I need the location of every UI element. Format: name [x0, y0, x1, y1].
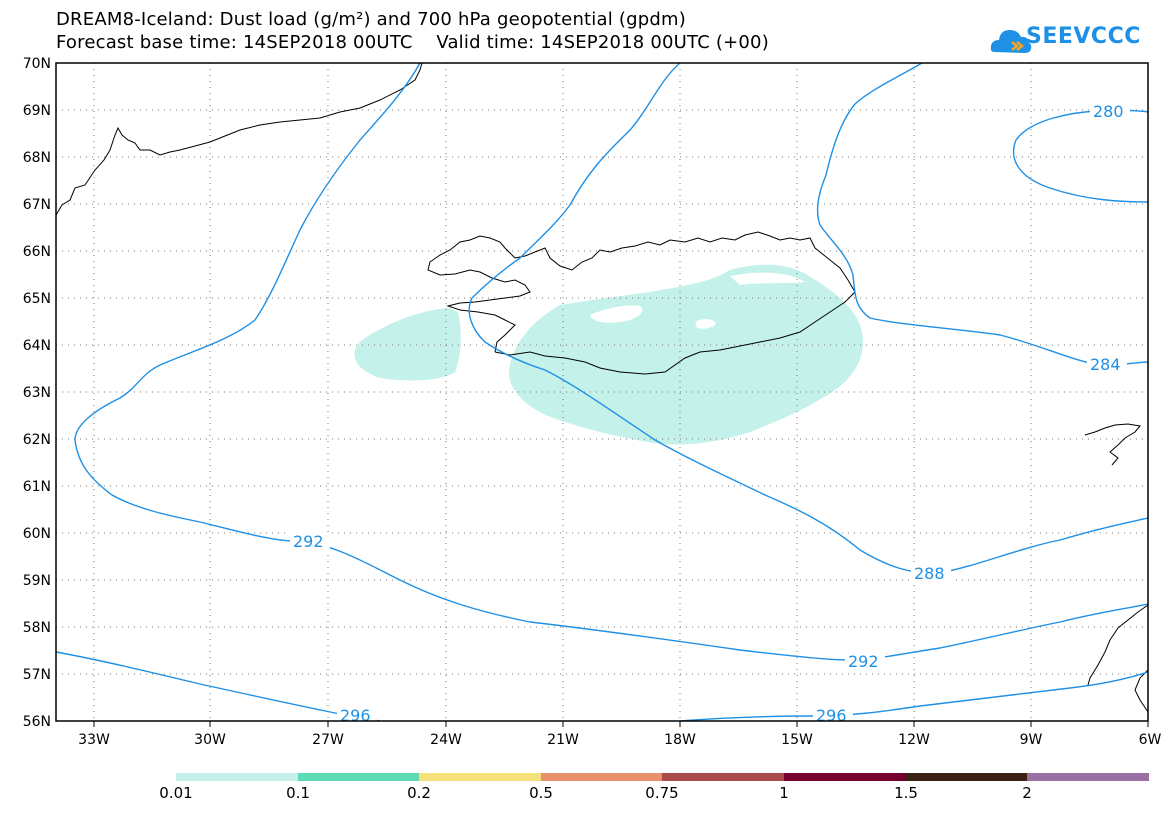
- colorbar-label: 0.2: [407, 784, 431, 802]
- colorbar-label: 2: [1022, 784, 1032, 802]
- contour-label-296-east: 296: [816, 706, 847, 725]
- coastlines: [55, 62, 1149, 713]
- lat-label: 58N: [23, 620, 51, 636]
- cloud-logo-icon: [990, 30, 1032, 53]
- contour-labels: 280 284 288 292 292 296 296: [290, 102, 1130, 725]
- contour-296: [55, 651, 381, 722]
- colorbar-segment: [784, 773, 906, 781]
- longitude-labels: 33W 30W 27W 24W 21W 18W 15W 12W 9W 6W: [78, 732, 1161, 748]
- faroe-coast: [1084, 423, 1141, 466]
- lat-label: 68N: [23, 150, 51, 166]
- lat-label: 67N: [23, 197, 51, 213]
- colorbar-segment: [662, 773, 784, 781]
- dust-area-west: [354, 308, 461, 381]
- dust-gap-1: [590, 305, 643, 323]
- iceland-coast: [427, 231, 856, 375]
- lat-label: 70N: [23, 56, 51, 72]
- colorbar-segment: [1027, 773, 1149, 781]
- lat-label: 56N: [23, 714, 51, 730]
- colorbar-segment: [541, 773, 662, 781]
- lat-label: 61N: [23, 479, 51, 495]
- colorbar-label: 1.5: [894, 784, 918, 802]
- lon-label: 27W: [312, 732, 344, 748]
- lon-label: 6W: [1139, 732, 1162, 748]
- contour-296-east: [679, 671, 1149, 722]
- lon-label: 21W: [547, 732, 579, 748]
- lat-label: 64N: [23, 338, 51, 354]
- lon-label: 18W: [664, 732, 696, 748]
- latitude-labels: 70N 69N 68N 67N 66N 65N 64N 63N 62N 61N …: [23, 56, 51, 730]
- lat-label: 59N: [23, 573, 51, 589]
- map-subtitle: Forecast base time: 14SEP2018 00UTC Vali…: [56, 32, 769, 53]
- lat-label: 57N: [23, 667, 51, 683]
- scotland-coast: [1087, 604, 1149, 713]
- lat-label: 62N: [23, 432, 51, 448]
- dust-gap-2: [695, 319, 716, 329]
- contour-label-292-west: 292: [293, 532, 324, 551]
- lat-label: 69N: [23, 103, 51, 119]
- lat-label: 65N: [23, 291, 51, 307]
- map-title: DREAM8-Iceland: Dust load (g/m²) and 700…: [56, 9, 686, 30]
- lat-label: 60N: [23, 526, 51, 542]
- dust-gap-3: [730, 272, 805, 285]
- map-frame: [55, 62, 1149, 722]
- colorbar-label: 1: [779, 784, 789, 802]
- colorbar-label: 0.75: [645, 784, 679, 802]
- lat-label: 63N: [23, 385, 51, 401]
- contour-label-280: 280: [1093, 102, 1124, 121]
- logo-text: SEEVCCC: [1026, 24, 1141, 49]
- lon-label: 12W: [898, 732, 930, 748]
- lon-label: 33W: [78, 732, 110, 748]
- colorbar-segment: [906, 773, 1027, 781]
- greenland-coast: [55, 62, 423, 216]
- lon-label: 30W: [194, 732, 226, 748]
- axis-ticks: [93, 721, 1149, 727]
- lon-label: 9W: [1020, 732, 1043, 748]
- gridlines: [56, 63, 1148, 721]
- contour-284: [816, 62, 1149, 366]
- colorbar: [176, 773, 1149, 781]
- colorbar-label: 0.5: [529, 784, 553, 802]
- dust-load-areas: [354, 264, 863, 445]
- lat-label: 66N: [23, 244, 51, 260]
- dust-area-iceland: [509, 264, 863, 445]
- contour-280-ring: [1012, 109, 1149, 203]
- contour-label-292-east: 292: [848, 652, 879, 671]
- lon-label: 15W: [781, 732, 813, 748]
- contour-label-284: 284: [1090, 355, 1121, 374]
- colorbar-label: 0.1: [286, 784, 310, 802]
- contour-label-288: 288: [914, 564, 945, 583]
- colorbar-segment: [419, 773, 541, 781]
- colorbar-segment: [298, 773, 419, 781]
- colorbar-segment: [176, 773, 298, 781]
- contour-label-296-west: 296: [340, 706, 371, 725]
- lon-label: 24W: [430, 732, 462, 748]
- colorbar-label: 0.01: [159, 784, 193, 802]
